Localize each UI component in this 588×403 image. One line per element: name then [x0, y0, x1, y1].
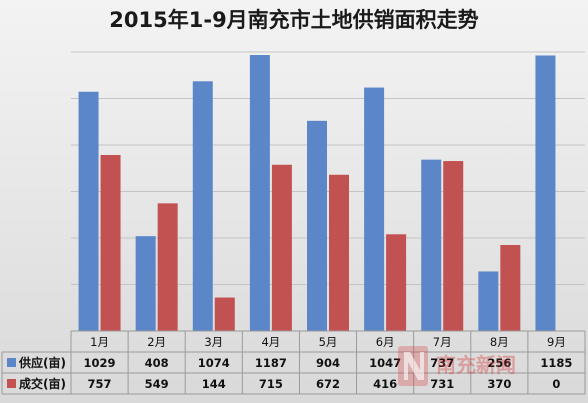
x-tick-label: 7月 [433, 335, 452, 349]
data-label: 715 [259, 377, 283, 391]
x-tick-label: 5月 [319, 335, 338, 349]
bar-transaction-7 [443, 161, 464, 331]
x-tick-label: 2月 [147, 335, 166, 349]
x-tick-label: 9月 [547, 335, 566, 349]
watermark-logo: 南充新闻 [398, 346, 516, 386]
data-label: 731 [430, 377, 454, 391]
legend-label-supply: 供应(亩) [18, 355, 66, 370]
bar-supply-1 [78, 91, 99, 331]
bar-transaction-1 [100, 154, 121, 331]
chart-title: 2015年1-9月南充市土地供销面积走势 [109, 8, 478, 32]
data-label: 1029 [84, 356, 116, 370]
data-label: 144 [202, 377, 226, 391]
data-label: 408 [145, 356, 169, 370]
data-label: 256 [487, 356, 511, 370]
x-tick-label: 1月 [90, 335, 109, 349]
bar-supply-7 [421, 159, 442, 331]
data-label: 904 [316, 356, 340, 370]
legend-swatch-transaction [7, 379, 16, 388]
legend-label-transaction: 成交(亩) [19, 376, 66, 391]
x-tick-label: 6月 [376, 335, 395, 349]
bar-supply-3 [192, 81, 213, 331]
bar-transaction-2 [157, 203, 178, 331]
bar-transaction-4 [271, 164, 292, 331]
svg-text:南充新闻: 南充新闻 [436, 353, 516, 377]
bar-supply-5 [307, 120, 327, 331]
bar-supply-8 [478, 271, 499, 331]
legend-swatch-supply [7, 358, 16, 367]
x-tick-label: 3月 [204, 335, 223, 349]
data-label: 1187 [255, 356, 287, 370]
data-label: 370 [487, 377, 511, 391]
bar-supply-6 [364, 87, 385, 331]
bar-supply-9 [535, 55, 556, 332]
data-label: 549 [145, 377, 169, 391]
bar-supply-4 [249, 55, 270, 332]
data-label: 737 [430, 356, 454, 370]
data-label: 0 [552, 377, 560, 391]
data-label: 1074 [198, 356, 230, 370]
data-label: 672 [316, 377, 340, 391]
data-label: 1047 [369, 356, 401, 370]
bar-transaction-5 [329, 174, 349, 331]
bar-transaction-8 [500, 244, 521, 331]
data-label: 416 [373, 377, 397, 391]
x-tick-label: 4月 [261, 335, 280, 349]
bars [78, 55, 556, 332]
data-label: 1185 [540, 356, 572, 370]
bar-supply-2 [135, 236, 156, 331]
x-tick-label: 8月 [490, 335, 509, 349]
bar-transaction-6 [386, 234, 407, 331]
bar-transaction-3 [214, 297, 235, 331]
data-label: 757 [88, 377, 112, 391]
